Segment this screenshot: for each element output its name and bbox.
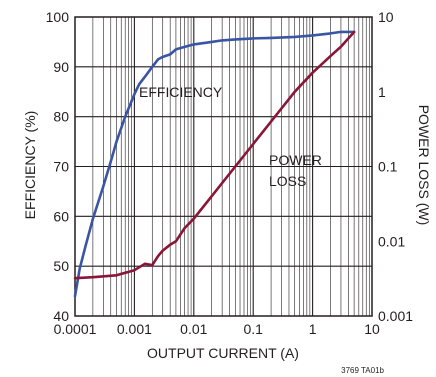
right-tick-label: 0.01: [378, 233, 405, 249]
power-loss-line: [73, 30, 356, 280]
right-tick-label: 1: [378, 84, 386, 100]
right-tick-label: 0.1: [378, 159, 398, 175]
left-tick-label: 100: [46, 9, 70, 25]
x-tick-label: 0.0001: [54, 321, 97, 337]
series-layer: [73, 30, 356, 298]
power-loss-label-line1: POWER: [269, 152, 322, 168]
right-axis-title: POWER LOSS (W): [416, 105, 432, 226]
left-tick-label: 60: [53, 208, 69, 224]
left-tick-label: 90: [53, 59, 69, 75]
right-tick-label: 10: [378, 9, 394, 25]
plot-frame: [74, 16, 373, 317]
x-tick-label: 0.1: [243, 321, 263, 337]
left-tick-label: 70: [53, 159, 69, 175]
x-tick-label: 1: [309, 321, 317, 337]
grid: [75, 17, 372, 316]
left-axis-title: EFFICIENCY (%): [22, 111, 38, 220]
left-tick-label: 40: [53, 308, 69, 324]
x-tick-label: 0.001: [117, 321, 152, 337]
power-loss-label-line2: LOSS: [269, 173, 306, 189]
x-axis-title: OUTPUT CURRENT (A): [147, 345, 299, 361]
left-tick-label: 50: [53, 258, 69, 274]
tick-labels: 0.0001 0.001 0.01 0.1 1 10 40 50 60 70 80 90 100 0.00…: [46, 9, 414, 337]
right-tick-label: 0.001: [378, 308, 413, 324]
x-tick-label: 10: [364, 321, 380, 337]
efficiency-label: EFFICIENCY: [139, 84, 223, 100]
figure-code: 3769 TA01b: [341, 366, 384, 375]
x-tick-label: 0.01: [180, 321, 207, 337]
left-tick-label: 80: [53, 109, 69, 125]
efficiency-line: [73, 30, 356, 298]
